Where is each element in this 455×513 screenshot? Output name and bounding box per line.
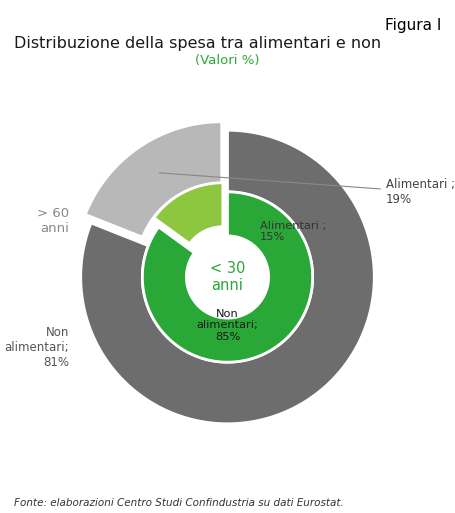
Text: Fonte: elaborazioni Centro Studi Confindustria su dati Eurostat.: Fonte: elaborazioni Centro Studi Confind… (14, 498, 344, 508)
Polygon shape (154, 183, 223, 244)
Polygon shape (142, 192, 313, 362)
Text: Figura I: Figura I (385, 18, 441, 33)
Text: Distribuzione della spesa tra alimentari e non: Distribuzione della spesa tra alimentari… (14, 36, 381, 51)
Text: Non
alimentari;
85%: Non alimentari; 85% (197, 309, 258, 342)
Text: Non
alimentari;
81%: Non alimentari; 81% (5, 326, 69, 369)
Circle shape (187, 236, 268, 318)
Text: > 60
anni: > 60 anni (37, 207, 69, 235)
Polygon shape (85, 122, 222, 237)
Text: < 30
anni: < 30 anni (210, 261, 245, 293)
Text: (Valori %): (Valori %) (195, 54, 260, 67)
Polygon shape (81, 130, 374, 424)
Text: Alimentari ;
15%: Alimentari ; 15% (260, 221, 326, 242)
Text: Alimentari ;
19%: Alimentari ; 19% (159, 173, 455, 206)
